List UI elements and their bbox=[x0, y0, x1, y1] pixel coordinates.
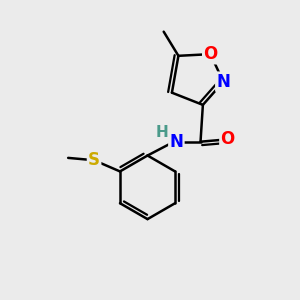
Text: O: O bbox=[203, 45, 218, 63]
Text: N: N bbox=[216, 73, 230, 91]
Text: O: O bbox=[220, 130, 235, 148]
Text: S: S bbox=[88, 151, 100, 169]
Text: N: N bbox=[169, 133, 183, 151]
Text: H: H bbox=[155, 125, 168, 140]
